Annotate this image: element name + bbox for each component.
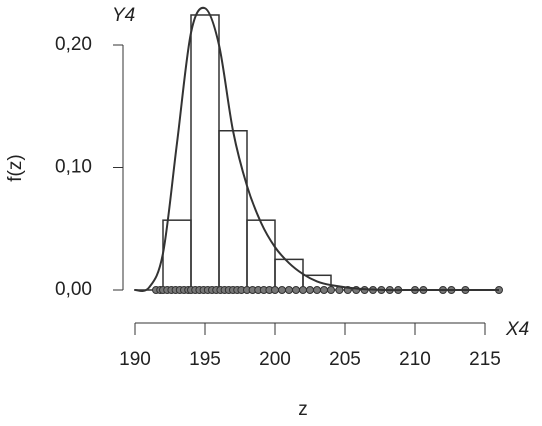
density-curve	[134, 6, 499, 292]
x-axis-label: z	[298, 399, 308, 420]
x-tick-label: 200	[259, 349, 291, 370]
x-tick-label: 210	[399, 349, 431, 370]
x-tick-label: 195	[189, 349, 221, 370]
rug-point	[327, 286, 335, 294]
rug-point	[320, 286, 328, 294]
x-tick-label: 190	[119, 349, 151, 370]
rug-point	[271, 286, 279, 294]
rug-point	[278, 286, 286, 294]
y-tick-label: 0,00	[55, 279, 92, 300]
chart-title: Y4	[112, 5, 135, 26]
bar	[246, 219, 276, 291]
x-tick-label: 215	[469, 349, 501, 370]
rug-point	[306, 286, 314, 294]
rug-point	[313, 286, 321, 294]
y-tick-label: 0,20	[55, 34, 92, 55]
rug-point	[292, 286, 300, 294]
bar	[190, 14, 220, 291]
rug-point	[299, 286, 307, 294]
x-tick-label: 205	[329, 349, 361, 370]
x-corner-label: X4	[505, 319, 529, 340]
rug-point	[285, 286, 293, 294]
y-tick-label: 0,10	[55, 157, 92, 178]
y-axis-label: f(z)	[5, 154, 26, 181]
bar	[218, 130, 248, 291]
